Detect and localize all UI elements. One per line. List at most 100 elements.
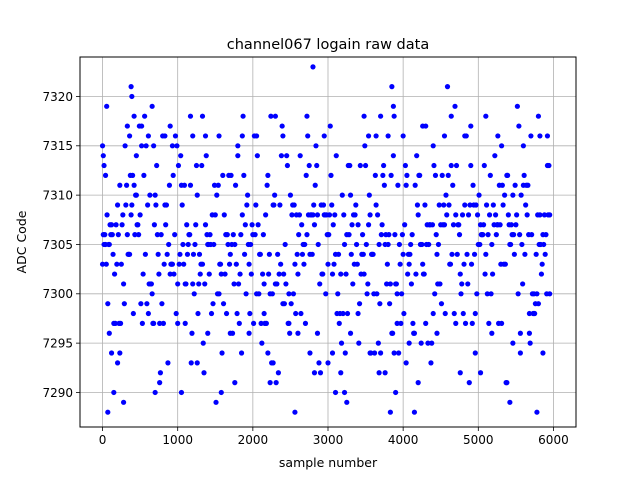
data-point bbox=[194, 192, 200, 198]
data-point bbox=[314, 162, 320, 169]
data-point bbox=[164, 251, 170, 257]
data-point bbox=[227, 330, 233, 336]
data-point bbox=[144, 301, 150, 307]
data-point bbox=[172, 133, 179, 139]
data-point bbox=[444, 84, 451, 90]
data-point bbox=[202, 222, 209, 228]
data-point bbox=[354, 261, 360, 267]
data-point bbox=[390, 330, 396, 336]
data-point bbox=[340, 310, 346, 317]
data-point bbox=[216, 133, 222, 139]
data-point bbox=[425, 340, 431, 346]
data-point bbox=[261, 281, 267, 287]
data-point bbox=[314, 330, 321, 336]
data-point bbox=[225, 241, 231, 248]
data-point bbox=[447, 261, 454, 267]
data-point bbox=[230, 232, 236, 238]
y-axis-label: ADC Code bbox=[14, 210, 29, 273]
data-point bbox=[172, 232, 178, 238]
data-point bbox=[171, 271, 177, 277]
data-point bbox=[517, 350, 523, 356]
data-point bbox=[438, 301, 445, 307]
data-point bbox=[386, 232, 392, 238]
data-point bbox=[457, 271, 463, 277]
data-point bbox=[392, 232, 398, 238]
data-point bbox=[158, 232, 164, 238]
data-point bbox=[256, 291, 262, 297]
data-point bbox=[500, 202, 506, 208]
data-point bbox=[405, 271, 411, 277]
data-point bbox=[127, 251, 133, 257]
data-point bbox=[162, 133, 168, 139]
data-point bbox=[348, 251, 354, 257]
data-point bbox=[362, 162, 369, 169]
data-point bbox=[510, 340, 516, 346]
data-point bbox=[341, 389, 348, 396]
data-point bbox=[534, 409, 540, 415]
data-point bbox=[123, 182, 130, 188]
y-tick-label: 7295 bbox=[42, 336, 73, 350]
data-point bbox=[535, 301, 542, 307]
data-point bbox=[362, 143, 368, 149]
data-point bbox=[138, 301, 144, 307]
data-point bbox=[325, 261, 331, 267]
data-point bbox=[266, 251, 272, 257]
data-point bbox=[302, 320, 309, 326]
data-point bbox=[391, 113, 397, 119]
data-point bbox=[375, 340, 381, 346]
data-point bbox=[539, 261, 545, 267]
data-point bbox=[423, 123, 429, 129]
data-point bbox=[114, 261, 120, 267]
data-point bbox=[526, 330, 533, 336]
data-point bbox=[444, 212, 450, 218]
x-tick-label: 2000 bbox=[238, 433, 269, 447]
data-point bbox=[290, 291, 297, 297]
data-point bbox=[474, 291, 480, 297]
data-point bbox=[437, 281, 443, 287]
data-point bbox=[133, 153, 139, 159]
data-point bbox=[287, 330, 293, 336]
data-point bbox=[419, 241, 425, 248]
data-point bbox=[517, 232, 523, 238]
data-point bbox=[243, 291, 249, 297]
data-point bbox=[206, 271, 212, 277]
data-point bbox=[527, 340, 533, 346]
data-point bbox=[512, 182, 518, 188]
data-point bbox=[184, 222, 190, 228]
data-point bbox=[511, 251, 517, 257]
data-point bbox=[505, 172, 511, 178]
data-point bbox=[452, 103, 458, 109]
data-point bbox=[189, 330, 195, 336]
data-point bbox=[343, 271, 349, 277]
data-point bbox=[218, 271, 224, 277]
data-point bbox=[128, 84, 134, 90]
data-point bbox=[403, 182, 409, 188]
data-point bbox=[528, 133, 534, 139]
data-point bbox=[131, 113, 137, 119]
data-point bbox=[486, 212, 493, 218]
data-point bbox=[403, 360, 409, 366]
data-point bbox=[280, 133, 286, 139]
data-point bbox=[161, 261, 167, 267]
data-point bbox=[251, 320, 257, 326]
data-point bbox=[232, 241, 238, 248]
data-point bbox=[359, 232, 366, 238]
data-point bbox=[360, 251, 366, 257]
data-point bbox=[221, 212, 227, 218]
data-point bbox=[177, 251, 183, 257]
data-point bbox=[103, 261, 109, 267]
data-point bbox=[302, 241, 308, 248]
data-point bbox=[453, 320, 459, 326]
data-point bbox=[292, 409, 298, 415]
data-point bbox=[235, 281, 242, 287]
data-point bbox=[210, 301, 216, 307]
data-point bbox=[311, 222, 318, 228]
data-point bbox=[141, 172, 147, 178]
data-point bbox=[533, 251, 539, 257]
x-axis-label: sample number bbox=[279, 455, 378, 470]
data-point bbox=[193, 162, 200, 169]
data-point bbox=[495, 133, 501, 139]
data-point bbox=[505, 212, 511, 218]
data-point bbox=[260, 232, 266, 238]
data-point bbox=[381, 162, 387, 169]
